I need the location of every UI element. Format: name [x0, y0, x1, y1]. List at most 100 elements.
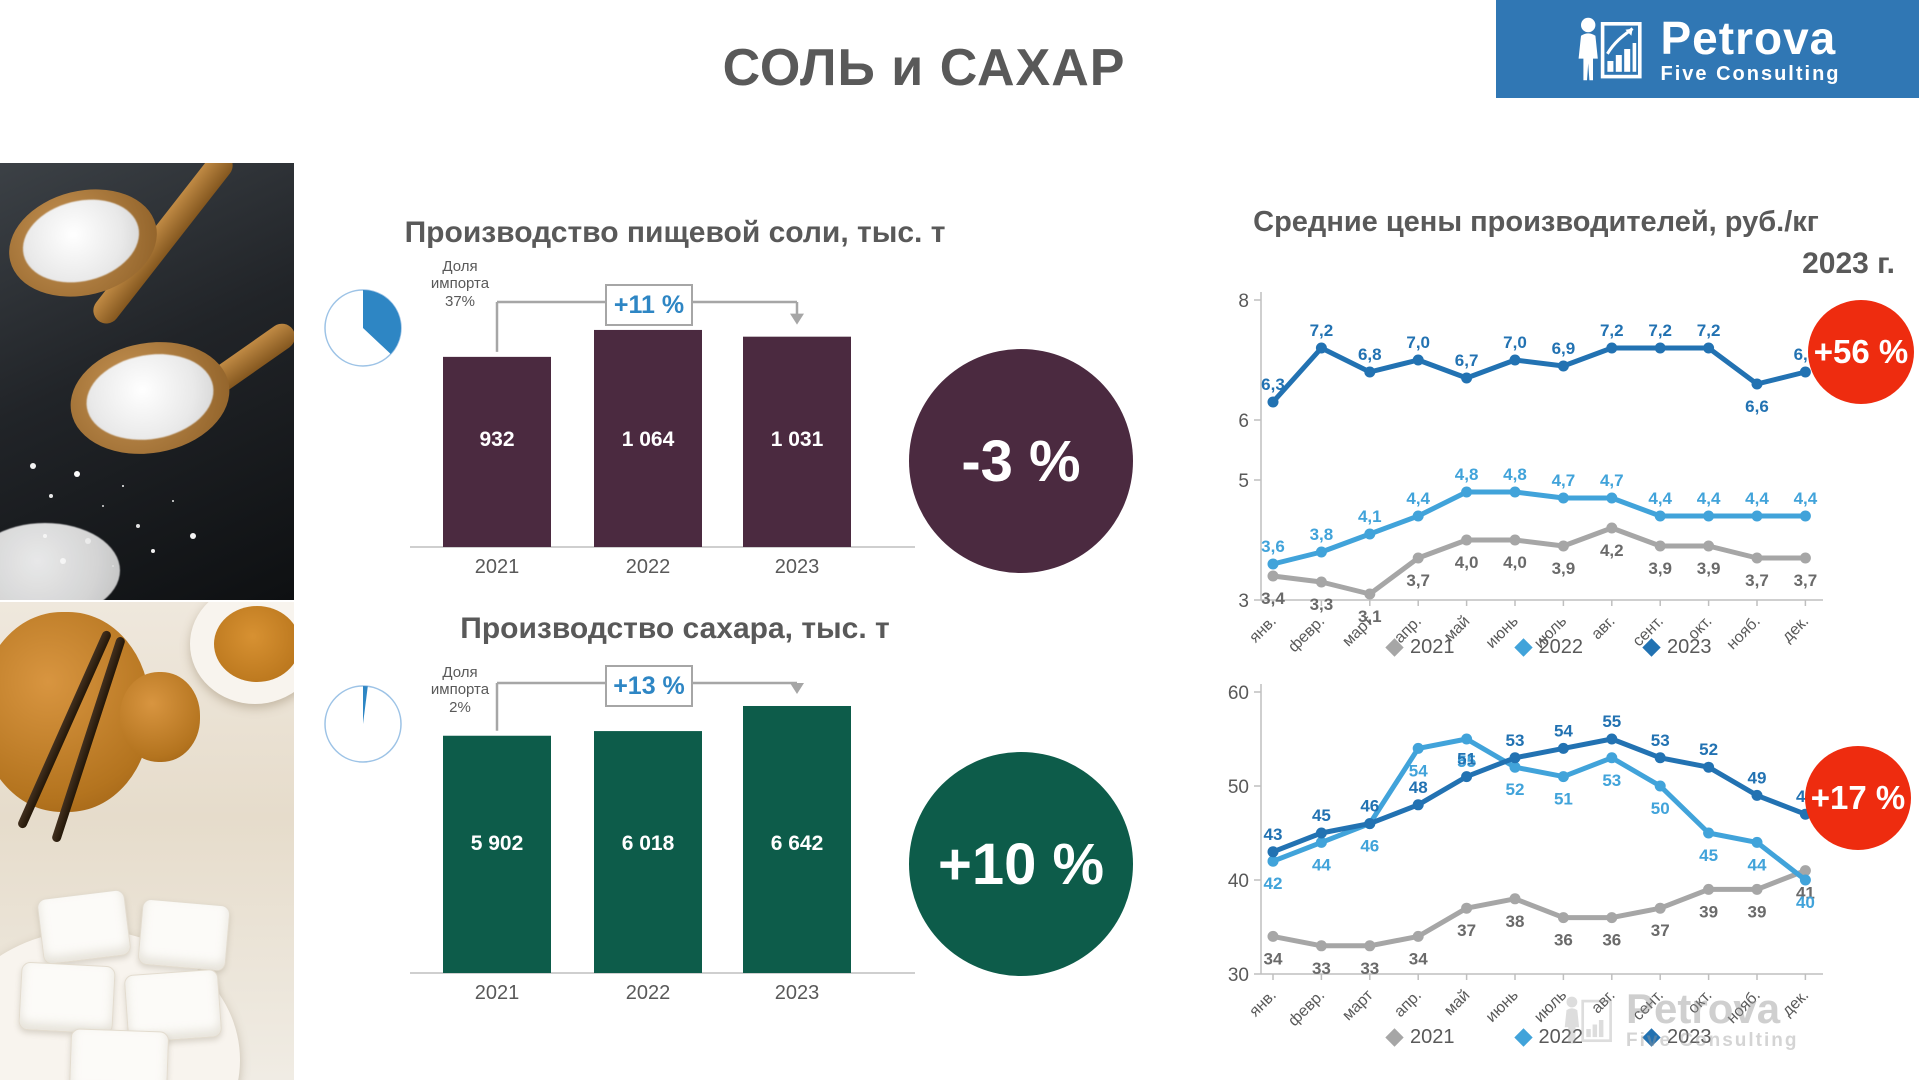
svg-text:7,2: 7,2: [1600, 321, 1624, 340]
salt-prices-legend: 2021 2022 2023: [1385, 636, 1712, 659]
legend-item-2023: 2023: [1642, 636, 1712, 659]
svg-text:42: 42: [1264, 874, 1283, 893]
svg-text:8: 8: [1238, 291, 1249, 312]
sugar-prices-legend: 2021 2022 2023: [1385, 1026, 1712, 1049]
svg-text:37: 37: [1651, 921, 1670, 940]
salt-production-title: Производство пищевой соли, тыс. т: [404, 216, 946, 249]
svg-text:36: 36: [1554, 931, 1573, 950]
legend-label: 2021: [1410, 1026, 1455, 1048]
svg-text:3,4: 3,4: [1261, 589, 1285, 608]
sugar-production-title: Производство сахара, тыс. т: [460, 612, 890, 645]
svg-text:3,3: 3,3: [1310, 595, 1334, 614]
svg-text:6 018: 6 018: [622, 832, 675, 855]
svg-text:июнь: июнь: [1483, 987, 1522, 1026]
sugar-import-share-pie: [324, 685, 402, 763]
legend-marker-icon: [1642, 638, 1661, 657]
sugar-cube-art: [68, 1028, 170, 1080]
sugar-production-bar-chart: 5 902 2021 6 018 2022 6 642 2023: [410, 681, 915, 1004]
logo-name: Petrova: [1660, 11, 1837, 64]
svg-text:3,1: 3,1: [1358, 607, 1382, 626]
svg-text:44: 44: [1748, 855, 1767, 874]
svg-text:7,2: 7,2: [1310, 321, 1334, 340]
svg-text:7,2: 7,2: [1697, 321, 1721, 340]
svg-text:1 064: 1 064: [622, 428, 675, 451]
svg-text:49: 49: [1748, 768, 1767, 787]
svg-text:50: 50: [1651, 799, 1670, 818]
logo: Petrova Five Consulting: [1496, 0, 1919, 98]
legend-item-2022: 2022: [1513, 1026, 1583, 1049]
svg-text:7,0: 7,0: [1406, 333, 1430, 352]
svg-text:февр.: февр.: [1285, 613, 1328, 656]
svg-text:30: 30: [1228, 965, 1249, 986]
svg-text:3,9: 3,9: [1697, 559, 1721, 578]
svg-text:45: 45: [1312, 806, 1331, 825]
svg-text:3,9: 3,9: [1648, 559, 1672, 578]
svg-text:апр.: апр.: [1391, 987, 1425, 1021]
svg-text:6 642: 6 642: [771, 832, 824, 855]
svg-text:4,7: 4,7: [1552, 471, 1576, 490]
svg-text:54: 54: [1409, 761, 1428, 780]
svg-text:1 031: 1 031: [771, 428, 824, 451]
sugar-growth-callout: +13 %: [605, 665, 693, 707]
legend-marker-icon: [1513, 1028, 1533, 1047]
svg-text:4,1: 4,1: [1358, 507, 1382, 526]
svg-text:4,0: 4,0: [1455, 553, 1479, 572]
sugar-photo-image: [0, 602, 294, 1080]
svg-text:40: 40: [1228, 871, 1249, 892]
svg-text:6: 6: [1238, 411, 1249, 432]
legend-label: 2022: [1538, 636, 1584, 658]
svg-text:4,2: 4,2: [1600, 541, 1624, 560]
svg-text:50: 50: [1228, 777, 1249, 798]
salt-photo-image: [0, 163, 294, 600]
svg-text:6,3: 6,3: [1261, 375, 1285, 394]
salt-pile-art: [0, 523, 120, 600]
svg-text:40: 40: [1796, 893, 1815, 912]
svg-text:38: 38: [1506, 912, 1525, 931]
svg-text:2023: 2023: [775, 982, 820, 1004]
svg-text:4,4: 4,4: [1745, 489, 1769, 508]
salt-import-share-caption: Доля импорта 37%: [430, 258, 490, 310]
svg-text:янв.: янв.: [1246, 987, 1280, 1021]
sugar-price-growth-badge: +17 %: [1805, 746, 1911, 850]
svg-text:55: 55: [1602, 712, 1621, 731]
svg-text:4,7: 4,7: [1600, 471, 1624, 490]
legend-item-2022: 2022: [1513, 636, 1584, 659]
svg-text:2021: 2021: [475, 982, 520, 1004]
sugar-cube-art: [137, 898, 231, 972]
legend-marker-icon: [1513, 638, 1533, 657]
watermark-wordmark: Petrova Five Consulting: [1626, 988, 1799, 1052]
sugar-bowl-fill-art: [214, 606, 294, 682]
svg-text:5: 5: [1238, 471, 1249, 492]
page-title: СОЛЬ и САХАР: [722, 39, 1126, 97]
svg-text:33: 33: [1312, 959, 1331, 978]
svg-text:2022: 2022: [626, 982, 671, 1004]
brown-sugar-chunk-art: [120, 672, 200, 762]
svg-text:дек.: дек.: [1779, 613, 1812, 646]
watermark-subtitle: Five Consulting: [1626, 1030, 1799, 1051]
svg-text:37: 37: [1457, 921, 1476, 940]
svg-text:4,4: 4,4: [1794, 489, 1818, 508]
watermark-name: Petrova: [1626, 985, 1781, 1032]
sugar-cube-art: [36, 888, 132, 966]
svg-text:34: 34: [1409, 949, 1428, 968]
producer-prices-year: 2023 г.: [1802, 247, 1895, 280]
svg-text:53: 53: [1506, 731, 1525, 750]
svg-text:41: 41: [1796, 884, 1815, 903]
logo-presenter-chart-icon: [1575, 13, 1647, 85]
svg-text:6,7: 6,7: [1455, 351, 1479, 370]
salt-growth-callout: +11 %: [605, 284, 693, 326]
svg-text:44: 44: [1312, 855, 1331, 874]
svg-text:48: 48: [1409, 778, 1428, 797]
watermark-logo: Petrova Five Consulting: [1562, 988, 1912, 1052]
salt-price-growth-badge: +56 %: [1808, 300, 1914, 404]
svg-text:55: 55: [1457, 752, 1476, 771]
svg-text:46: 46: [1360, 837, 1379, 856]
legend-label: 2021: [1410, 636, 1455, 658]
legend-label: 2023: [1667, 1026, 1712, 1048]
svg-text:4,8: 4,8: [1503, 465, 1527, 484]
svg-text:2021: 2021: [475, 556, 520, 578]
svg-text:4,8: 4,8: [1455, 465, 1479, 484]
legend-marker-icon: [1385, 638, 1404, 657]
svg-text:март: март: [1339, 986, 1377, 1024]
